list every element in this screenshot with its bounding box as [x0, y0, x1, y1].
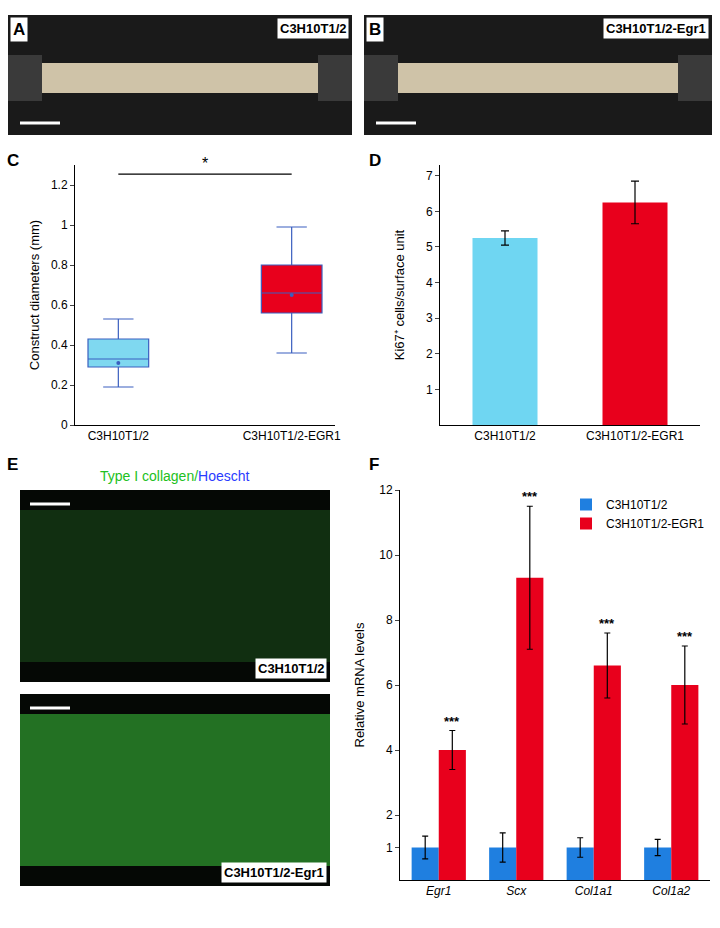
- svg-text:Construct diameters (mm): Construct diameters (mm): [27, 220, 42, 370]
- svg-text:***: ***: [599, 616, 615, 631]
- svg-text:0: 0: [61, 418, 68, 432]
- svg-text:1.2: 1.2: [51, 178, 68, 192]
- svg-text:Scx: Scx: [506, 884, 527, 898]
- svg-text:Col1a1: Col1a1: [575, 884, 613, 898]
- svg-text:A: A: [13, 20, 25, 39]
- svg-text:E: E: [7, 455, 18, 474]
- svg-text:***: ***: [677, 629, 693, 644]
- svg-text:F: F: [369, 455, 379, 474]
- svg-text:Relative mRNA levels: Relative mRNA levels: [352, 622, 367, 747]
- svg-text:7: 7: [426, 169, 433, 183]
- svg-text:C3H10T1/2-EGR1: C3H10T1/2-EGR1: [243, 429, 341, 443]
- svg-text:*: *: [202, 155, 208, 172]
- svg-text:0.4: 0.4: [51, 338, 68, 352]
- svg-text:C3H10T1/2-Egr1: C3H10T1/2-Egr1: [224, 865, 324, 880]
- svg-text:***: ***: [522, 489, 538, 504]
- svg-text:6: 6: [426, 205, 433, 219]
- svg-text:3: 3: [426, 311, 433, 325]
- svg-text:12: 12: [379, 483, 393, 497]
- svg-text:C3H10T1/2: C3H10T1/2: [280, 21, 346, 36]
- svg-text:1: 1: [61, 218, 68, 232]
- svg-text:Col1a2: Col1a2: [652, 884, 690, 898]
- svg-text:C3H10T1/2: C3H10T1/2: [88, 429, 150, 443]
- svg-text:C3H10T1/2: C3H10T1/2: [606, 498, 668, 512]
- svg-text:C3H10T1/2-EGR1: C3H10T1/2-EGR1: [586, 429, 684, 443]
- svg-text:1: 1: [386, 841, 393, 855]
- svg-text:1: 1: [426, 383, 433, 397]
- svg-text:2: 2: [386, 808, 393, 822]
- svg-text:C3H10T1/2: C3H10T1/2: [258, 661, 324, 676]
- svg-text:4: 4: [386, 743, 393, 757]
- svg-text:C3H10T1/2-Egr1: C3H10T1/2-Egr1: [606, 21, 706, 36]
- svg-text:Type I collagen/Hoescht: Type I collagen/Hoescht: [100, 468, 250, 484]
- svg-text:8: 8: [386, 613, 393, 627]
- svg-text:C3H10T1/2: C3H10T1/2: [474, 429, 536, 443]
- svg-text:Ki67⁺ cells/surface unit: Ki67⁺ cells/surface unit: [392, 229, 407, 360]
- svg-text:5: 5: [426, 240, 433, 254]
- svg-text:10: 10: [379, 548, 393, 562]
- svg-text:0.2: 0.2: [51, 378, 68, 392]
- svg-text:6: 6: [386, 678, 393, 692]
- svg-text:Egr1: Egr1: [426, 884, 451, 898]
- svg-text:C: C: [7, 151, 19, 170]
- svg-text:C3H10T1/2-EGR1: C3H10T1/2-EGR1: [606, 517, 704, 531]
- svg-text:4: 4: [426, 276, 433, 290]
- svg-text:D: D: [369, 151, 381, 170]
- svg-text:2: 2: [426, 347, 433, 361]
- svg-text:***: ***: [444, 714, 460, 729]
- svg-text:B: B: [369, 20, 381, 39]
- svg-text:0.6: 0.6: [51, 298, 68, 312]
- svg-text:0.8: 0.8: [51, 258, 68, 272]
